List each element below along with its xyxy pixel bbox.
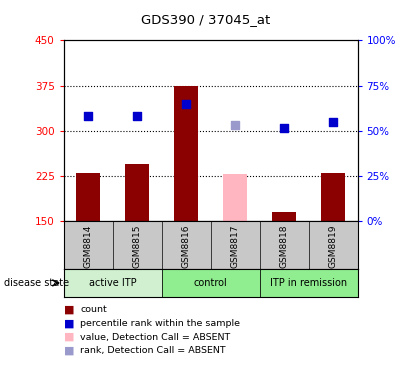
Point [183, 101, 189, 107]
Text: rank, Detection Call = ABSENT: rank, Detection Call = ABSENT [80, 347, 226, 355]
Text: disease state: disease state [4, 278, 69, 288]
Point [330, 119, 336, 125]
Text: GSM8816: GSM8816 [182, 224, 191, 268]
Text: ■: ■ [64, 318, 74, 328]
Bar [321, 173, 345, 221]
Text: GSM8817: GSM8817 [231, 224, 240, 268]
Text: GSM8814: GSM8814 [84, 224, 93, 268]
Text: ■: ■ [64, 332, 74, 342]
Point [232, 122, 238, 128]
Text: GDS390 / 37045_at: GDS390 / 37045_at [141, 13, 270, 26]
Text: control: control [194, 278, 228, 288]
Text: GSM8818: GSM8818 [279, 224, 289, 268]
Text: GSM8815: GSM8815 [133, 224, 142, 268]
Bar [162, 269, 260, 297]
Text: ITP in remission: ITP in remission [270, 278, 347, 288]
Text: ■: ■ [64, 304, 74, 314]
Bar [260, 269, 358, 297]
Text: active ITP: active ITP [89, 278, 136, 288]
Bar [64, 269, 162, 297]
Text: value, Detection Call = ABSENT: value, Detection Call = ABSENT [80, 333, 231, 341]
Text: GSM8819: GSM8819 [328, 224, 337, 268]
Bar [223, 174, 247, 221]
Point [85, 113, 92, 119]
Bar [174, 86, 199, 221]
Bar [272, 212, 296, 221]
Point [281, 125, 287, 131]
Bar [125, 164, 150, 221]
Text: count: count [80, 305, 107, 314]
Point [134, 113, 141, 119]
Text: percentile rank within the sample: percentile rank within the sample [80, 319, 240, 328]
Text: ■: ■ [64, 346, 74, 356]
Bar [76, 173, 100, 221]
